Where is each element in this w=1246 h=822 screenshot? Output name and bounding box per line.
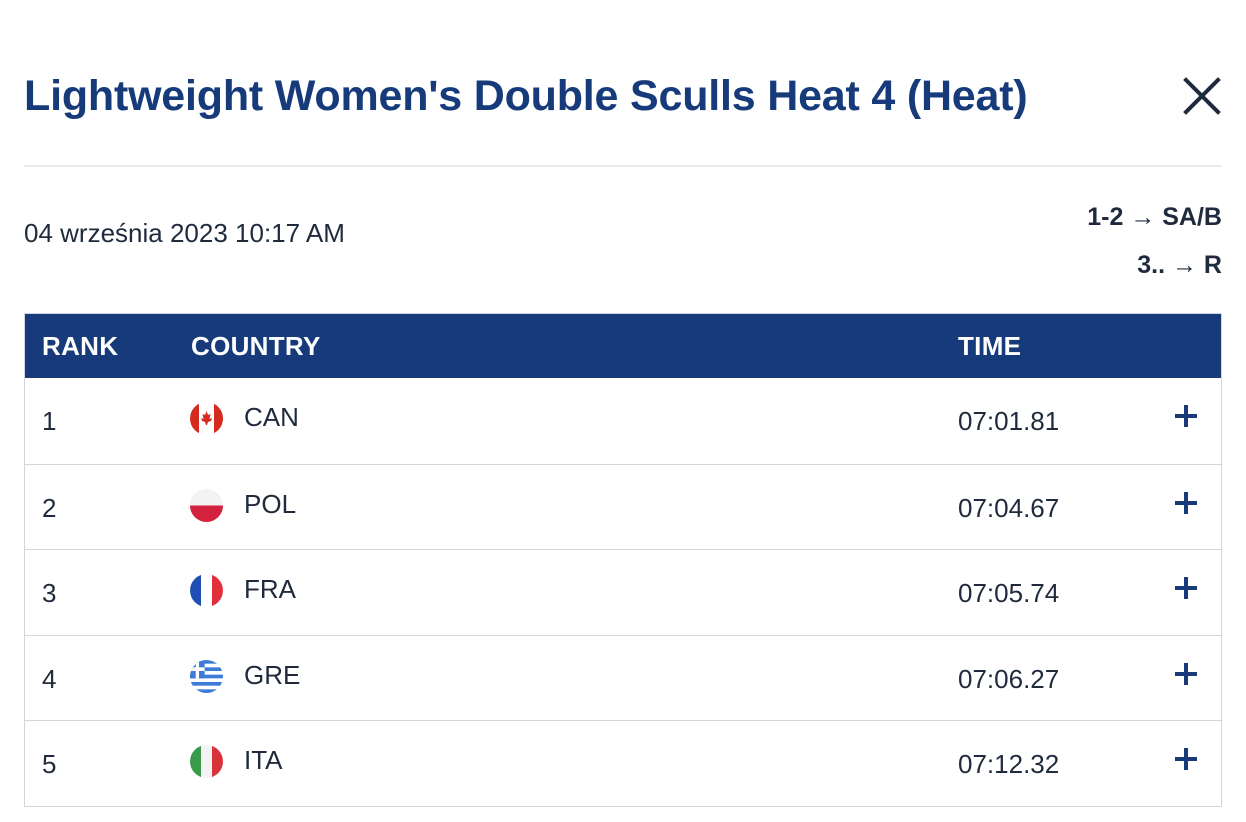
table-row: 2 POL 07:04.67: [25, 463, 1221, 550]
plus-icon: [1175, 577, 1197, 599]
table-row: 3 FRA 07:05.74: [25, 549, 1221, 635]
table-row: 4 GRE 07:06.27: [25, 634, 1221, 721]
time-cell: 07:06.27: [958, 663, 1060, 694]
column-header-rank: RANK: [42, 331, 119, 361]
table-row: 5 ITA 07:12.32: [25, 720, 1221, 806]
canada-flag-icon: [190, 402, 223, 435]
country-code: POL: [244, 488, 297, 519]
column-header-country: COUNTRY: [191, 331, 321, 361]
rank-cell: 2: [42, 492, 57, 523]
country-code: CAN: [244, 402, 299, 432]
country-code: GRE: [244, 659, 301, 690]
table-body: 1 CAN 07:01.81 2: [25, 378, 1221, 806]
country-code: FRA: [244, 574, 296, 604]
time-cell: 07:04.67: [958, 492, 1060, 523]
results-table: RANK COUNTRY TIME 1 CAN 07:01.81: [24, 313, 1222, 807]
plus-icon: [1175, 491, 1197, 514]
close-icon: [1183, 77, 1221, 115]
progression-rule: 3.. → R: [1137, 251, 1222, 279]
close-button[interactable]: [1182, 76, 1222, 116]
page-title: Lightweight Women's Double Sculls Heat 4…: [24, 72, 1028, 120]
france-flag-icon: [190, 574, 223, 607]
expand-row-button[interactable]: [1172, 489, 1200, 517]
column-header-time: TIME: [958, 331, 1022, 361]
table-header: RANK COUNTRY TIME: [25, 314, 1221, 378]
rank-cell: 3: [42, 578, 57, 608]
country-code: ITA: [244, 745, 283, 775]
expand-row-button[interactable]: [1172, 574, 1200, 602]
plus-icon: [1175, 748, 1197, 770]
modal-header: Lightweight Women's Double Sculls Heat 4…: [24, 70, 1222, 126]
rank-cell: 1: [42, 406, 57, 436]
poland-flag-icon: [190, 488, 223, 522]
time-cell: 07:05.74: [958, 578, 1060, 608]
rank-cell: 4: [42, 663, 57, 694]
rank-cell: 5: [42, 749, 57, 779]
plus-icon: [1175, 662, 1197, 685]
time-cell: 07:01.81: [958, 406, 1060, 436]
table-row: 1 CAN 07:01.81: [25, 378, 1221, 464]
greece-flag-icon: [190, 659, 223, 693]
time-cell: 07:12.32: [958, 749, 1060, 779]
event-date: 04 września 2023 10:17 AM: [24, 218, 345, 248]
plus-icon: [1175, 405, 1197, 427]
expand-row-button[interactable]: [1172, 745, 1200, 773]
progression-rules: 1-2 → SA/B 3.. → R: [1087, 193, 1222, 289]
expand-row-button[interactable]: [1172, 660, 1200, 688]
header-divider: [24, 165, 1222, 167]
progression-rule: 1-2 → SA/B: [1087, 203, 1222, 231]
expand-row-button[interactable]: [1172, 402, 1200, 430]
italy-flag-icon: [190, 745, 223, 778]
